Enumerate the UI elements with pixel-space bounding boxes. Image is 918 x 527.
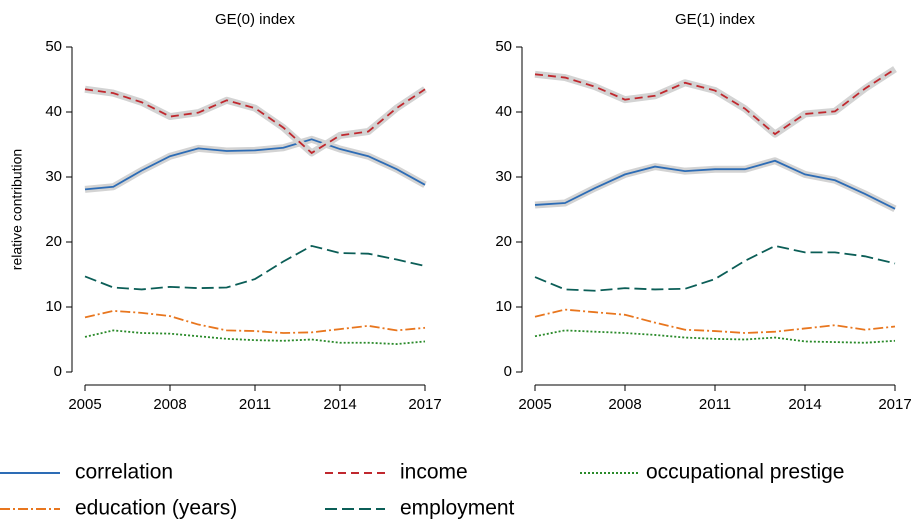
y-tick-label: 10 — [45, 298, 62, 315]
confidence-band — [84, 85, 427, 157]
y-tick-label: 40 — [45, 103, 62, 120]
legend-label: correlation — [75, 461, 173, 484]
x-tick-label: 2014 — [788, 396, 821, 413]
y-tick-label: 30 — [495, 168, 512, 185]
x-tick-label: 2011 — [239, 396, 271, 413]
legend-label: employment — [400, 497, 515, 520]
series-line — [534, 244, 896, 292]
panel-title: GE(0) index — [215, 11, 296, 28]
series-line — [84, 329, 426, 345]
x-tick-label: 2017 — [878, 396, 911, 413]
x-tick-label: 2014 — [323, 396, 356, 413]
y-tick-label: 0 — [504, 363, 512, 380]
y-tick-label: 20 — [45, 233, 62, 250]
series-line — [534, 159, 896, 210]
y-tick-label: 30 — [45, 168, 62, 185]
confidence-band — [84, 135, 427, 193]
x-tick-label: 2005 — [68, 396, 101, 413]
series-line — [84, 88, 426, 155]
x-tick-label: 2008 — [153, 396, 186, 413]
confidence-band — [534, 66, 897, 138]
y-tick-label: 0 — [54, 363, 62, 380]
series-line — [534, 329, 896, 344]
panel-title: GE(1) index — [675, 11, 756, 28]
confidence-band — [534, 157, 897, 212]
series-line — [84, 244, 426, 291]
series-line — [84, 138, 426, 191]
legend-label: income — [400, 461, 468, 484]
legend-label: occupational prestige — [646, 461, 844, 484]
y-tick-label: 10 — [495, 298, 512, 315]
y-tick-label: 50 — [495, 38, 512, 55]
y-tick-label: 40 — [495, 103, 512, 120]
x-tick-label: 2017 — [408, 396, 441, 413]
x-tick-label: 2005 — [518, 396, 551, 413]
y-tick-label: 20 — [495, 233, 512, 250]
x-tick-label: 2011 — [699, 396, 731, 413]
legend-label: education (years) — [75, 497, 237, 520]
series-line — [84, 309, 426, 334]
x-tick-label: 2008 — [608, 396, 641, 413]
y-tick-label: 50 — [45, 38, 62, 55]
series-line — [534, 308, 896, 334]
series-line — [534, 68, 896, 136]
y-axis-label: relative contribution — [9, 149, 25, 270]
